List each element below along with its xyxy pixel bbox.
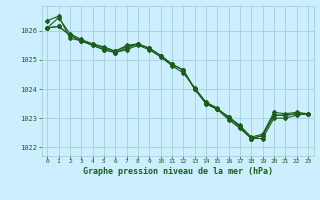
X-axis label: Graphe pression niveau de la mer (hPa): Graphe pression niveau de la mer (hPa)	[83, 167, 273, 176]
